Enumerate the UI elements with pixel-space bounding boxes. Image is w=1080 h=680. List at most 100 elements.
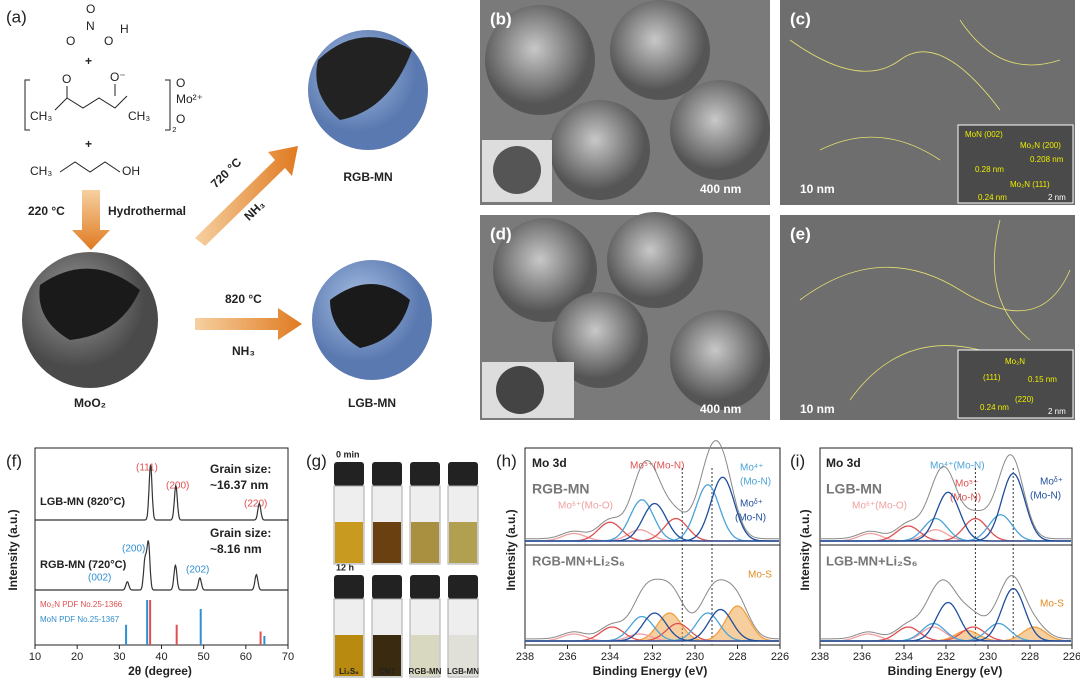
- panel-label: (i): [790, 451, 805, 470]
- inset-label: 0.24 nm: [978, 193, 1007, 202]
- x-tick-label: 30: [113, 651, 125, 663]
- plus: +: [85, 137, 92, 151]
- atom: O: [62, 72, 71, 86]
- vial-liquid: [335, 635, 363, 676]
- grain-size: Grain size:: [210, 526, 271, 540]
- inset-label: 0.28 nm: [975, 165, 1004, 174]
- vial-liquid: [411, 522, 439, 563]
- fit-component: [820, 601, 1071, 642]
- bond: [24, 79, 171, 131]
- x-tick-label: 232: [937, 651, 955, 663]
- annotation: Mo⁴⁺: [740, 463, 763, 474]
- condition: 820 °C: [225, 292, 262, 306]
- atom: O: [86, 2, 95, 16]
- time-label: 0 min: [336, 449, 360, 459]
- x-axis-title: Binding Energy (eV): [593, 664, 708, 678]
- annotation: (Mo-N): [740, 477, 771, 488]
- annotation: Mo⁵⁺: [955, 479, 978, 490]
- vial-cap: [410, 462, 440, 486]
- panel-title: Mo 3d: [826, 456, 861, 470]
- sphere-cut: [316, 37, 412, 121]
- annotation: Mo-S: [748, 570, 772, 581]
- hkl: (002): [88, 573, 111, 584]
- panel-label: (e): [790, 224, 811, 243]
- time-label: 12 h: [336, 562, 354, 572]
- panel-label: (b): [490, 9, 512, 28]
- x-tick-label: 10: [29, 651, 41, 663]
- x-tick-label: 236: [558, 651, 576, 663]
- product-name: LGB-MN: [348, 396, 396, 410]
- product-name: RGB-MN: [343, 170, 392, 184]
- panel-e: (e) 10 nm Mo₂N (111) 0.15 nm (220) 0.24 …: [780, 215, 1075, 420]
- x-tick-label: 232: [643, 651, 661, 663]
- x-tick-label: 238: [516, 651, 534, 663]
- panel-b: (b) 400 nm: [480, 0, 770, 205]
- envelope: [525, 578, 779, 640]
- x-tick-label: 228: [1021, 651, 1039, 663]
- x-tick-label: 20: [71, 651, 83, 663]
- inset-label: Mo₂N: [1005, 357, 1025, 366]
- x-tick-label: 60: [240, 651, 252, 663]
- fit-component: [820, 491, 1071, 542]
- vial-cap: [448, 462, 478, 486]
- vial-cap: [334, 575, 364, 599]
- x-tick-label: 50: [198, 651, 210, 663]
- inset: [957, 349, 1074, 419]
- panel-f: (f) LGB-MN (820°C) RGB-MN (720°C) Grain …: [6, 451, 271, 678]
- atom: O⁻: [110, 70, 126, 84]
- hkl: (200): [122, 544, 145, 555]
- panel-title: Mo 3d: [532, 456, 567, 470]
- panel-a: (a) O N O O H + O O⁻ CH₃ CH₃ ₂ Mo²⁺ O O …: [6, 2, 432, 410]
- arrow: [72, 190, 110, 250]
- vial-cap: [372, 462, 402, 486]
- panel-d: (d) 400 nm: [480, 212, 770, 420]
- vial-cap: [334, 462, 364, 486]
- atom: H: [120, 22, 129, 36]
- panel-label: (h): [496, 451, 517, 470]
- panel-i: (i) Mo 3d LGB-MN LGB-MN+Li₂S₆ Mo⁶⁺(Mo-O)…: [790, 451, 1064, 678]
- x-tick-label: 234: [601, 651, 619, 663]
- scale-bar: 10 nm: [800, 182, 835, 196]
- y-axis-title: Intensity (a.u.): [798, 509, 812, 590]
- atom: O: [104, 34, 113, 48]
- annotation: (Mo-N): [735, 513, 766, 524]
- annotation: Mo⁶⁺(Mo-O): [852, 501, 907, 512]
- inset-label: MoN (002): [965, 130, 1003, 139]
- envelope: [820, 575, 1071, 640]
- envelope: [820, 454, 1071, 540]
- vial-liquid: [335, 522, 363, 563]
- vial-liquid: [373, 522, 401, 563]
- inset-label: (111): [983, 373, 1001, 382]
- vial-label: Li₂S₆: [339, 667, 359, 676]
- product-name: MoO₂: [74, 396, 106, 410]
- y-axis-title: Intensity (a.u.): [504, 509, 518, 590]
- vial-cap: [448, 575, 478, 599]
- series-label: RGB-MN: [532, 481, 590, 497]
- x-tick-label: 238: [811, 651, 829, 663]
- series-label: LGB-MN (820°C): [40, 496, 125, 508]
- inset-label: 0.24 nm: [980, 403, 1009, 412]
- atom: ₂: [172, 120, 177, 134]
- annotation: (Mo-N): [950, 493, 981, 504]
- inset-label: 0.208 nm: [1030, 155, 1064, 164]
- grain-size: ~16.37 nm: [210, 478, 268, 492]
- vial-liquid: [411, 635, 439, 676]
- hkl: (202): [186, 565, 209, 576]
- condition: 220 °C: [28, 204, 65, 218]
- panel-label: (a): [6, 7, 27, 26]
- annotation: Moᵟ⁺: [1040, 477, 1063, 488]
- plus: +: [85, 54, 92, 68]
- sphere-cut: [39, 268, 140, 340]
- hkl: (111): [136, 463, 158, 474]
- fit-component: [820, 529, 1071, 542]
- atom: N: [86, 19, 95, 33]
- annotation: Mo⁵⁺(Mo-N): [630, 461, 684, 472]
- inset-label: (220): [1015, 395, 1034, 404]
- vial-liquid: [449, 522, 477, 563]
- x-tick-label: 40: [155, 651, 167, 663]
- x-axis-title: 2θ (degree): [128, 664, 192, 678]
- x-axis-title: Binding Energy (eV): [888, 664, 1003, 678]
- condition: 720 °C: [208, 155, 244, 191]
- panel-label: (d): [490, 224, 512, 243]
- inset-label: Mo₂N (200): [1020, 141, 1061, 150]
